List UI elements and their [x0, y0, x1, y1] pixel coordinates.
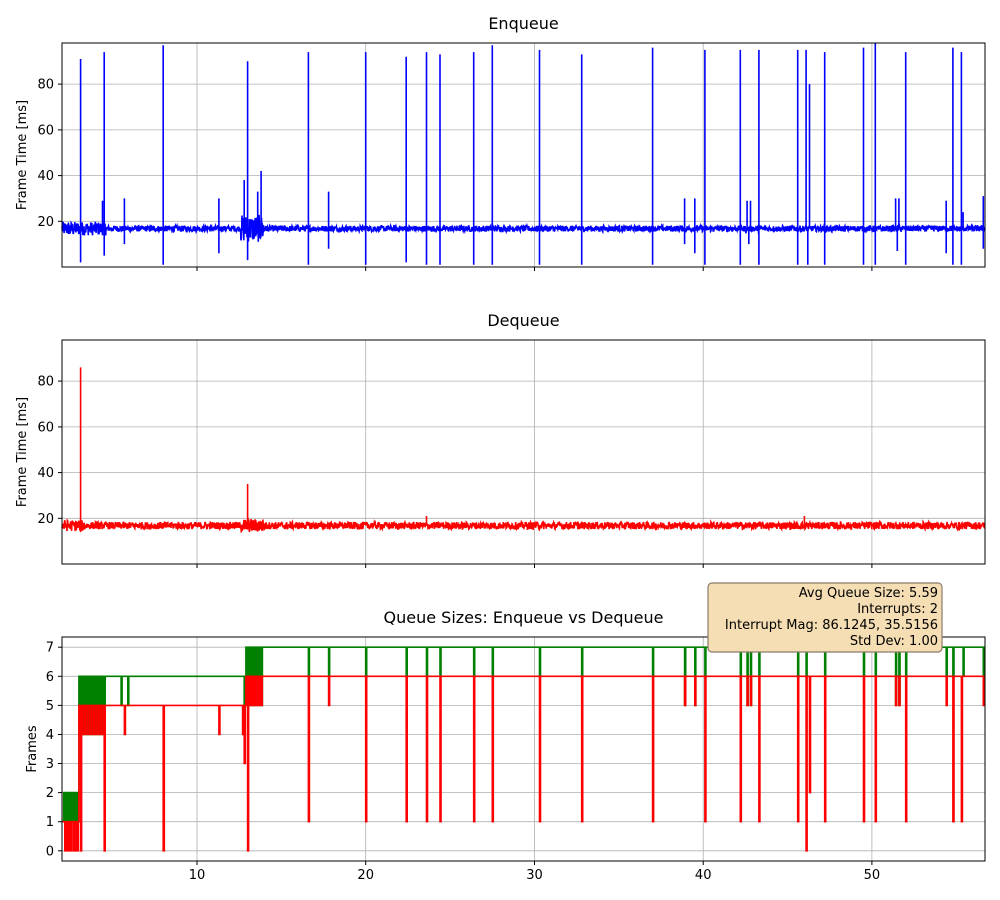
dequeue-ytick-label: 20 — [37, 512, 54, 527]
queue-sizes-ticks: 10 20 30 40 50 0 1 2 3 4 5 6 7 — [46, 641, 880, 883]
queue-sizes-xtick-label: 20 — [357, 868, 374, 883]
dequeue-ticks: 20 40 60 80 — [37, 375, 873, 568]
enqueue-ytick-label: 40 — [37, 169, 54, 184]
dequeue-ytick-label: 80 — [37, 375, 54, 390]
queue-enqueue-series-line — [62, 646, 986, 823]
queue-sizes-ytick-label: 2 — [46, 786, 54, 801]
dequeue-panel: 20 40 60 80 Dequeue Frame Time [ms] — [15, 311, 986, 568]
queue-sizes-panel: 10 20 30 40 50 0 1 2 3 4 5 6 7 Queue Sizes: Enqueue … — [25, 608, 986, 883]
queue-sizes-axes-frame — [61, 636, 986, 862]
dequeue-ylabel: Frame Time [ms] — [15, 397, 30, 507]
enqueue-panel: 20 40 60 80 Enqueue Frame Time [ms] — [15, 14, 986, 271]
dequeue-ytick-label: 40 — [37, 466, 54, 481]
queue-sizes-ytick-label: 4 — [46, 728, 54, 743]
dequeue-axes-frame — [61, 339, 986, 565]
queue-sizes-ylabel: Frames — [25, 725, 40, 773]
queue-sizes-xtick-label: 10 — [189, 868, 206, 883]
queue-sizes-ytick-label: 1 — [46, 815, 54, 830]
enqueue-ylabel: Frame Time [ms] — [15, 100, 30, 210]
annotation-background — [707, 582, 943, 653]
enqueue-grid — [62, 43, 985, 267]
enqueue-ytick-label: 60 — [37, 123, 54, 138]
annotation-interrupt-mag: Interrupt Mag: 86.1245, 35.5156 — [725, 618, 938, 633]
queue-sizes-xtick-label: 50 — [864, 868, 881, 883]
annotation-interrupts: Interrupts: 2 — [857, 602, 938, 617]
queue-sizes-xtick-label: 30 — [526, 868, 543, 883]
enqueue-axes-frame — [61, 42, 986, 268]
queue-sizes-ytick-label: 0 — [46, 844, 54, 859]
enqueue-ytick-label: 20 — [37, 215, 54, 230]
queue-sizes-ytick-label: 7 — [46, 641, 54, 656]
dequeue-ytick-label: 60 — [37, 420, 54, 435]
queue-dequeue-series-line — [62, 675, 986, 852]
annotation-std-dev: Std Dev: 1.00 — [850, 634, 938, 649]
queue-sizes-ytick-label: 5 — [46, 699, 54, 714]
queue-sizes-title: Queue Sizes: Enqueue vs Dequeue — [384, 608, 664, 627]
dequeue-series-line — [61, 367, 986, 534]
enqueue-title: Enqueue — [488, 14, 558, 33]
queue-sizes-xtick-label: 40 — [695, 868, 712, 883]
annotation-avg-queue-size: Avg Queue Size: 5.59 — [799, 586, 938, 601]
queue-sizes-ytick-label: 6 — [46, 670, 54, 685]
queue-sizes-ytick-label: 3 — [46, 757, 54, 772]
stats-annotation-box: Avg Queue Size: 5.59 Interrupts: 2 Inter… — [707, 582, 943, 653]
dequeue-title: Dequeue — [487, 311, 559, 330]
dequeue-grid — [62, 340, 985, 564]
enqueue-ytick-label: 80 — [37, 78, 54, 93]
enqueue-ticks: 20 40 60 80 — [37, 78, 873, 271]
enqueue-series-line — [61, 43, 986, 265]
